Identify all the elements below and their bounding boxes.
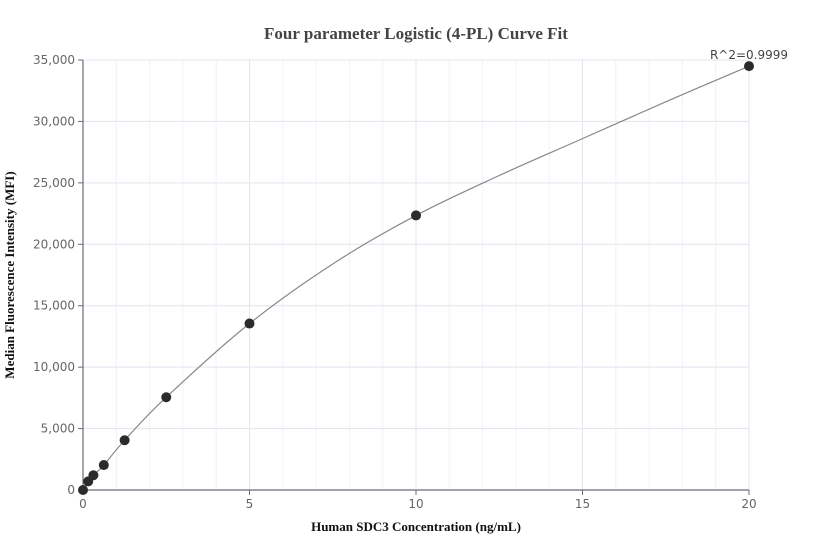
data-point [161, 392, 172, 403]
data-point [411, 210, 421, 221]
x-axis-title: Human SDC3 Concentration (ng/mL) [311, 519, 521, 534]
x-tick-label: 10 [408, 497, 423, 511]
major-gridlines [83, 59, 750, 490]
data-point [98, 460, 109, 471]
y-tick-label: 25,000 [33, 176, 75, 190]
y-tick-label: 0 [67, 483, 75, 497]
data-point [744, 61, 754, 72]
x-tick-label: 0 [79, 497, 87, 511]
y-tick-label: 30,000 [33, 114, 75, 128]
x-tick-label: 15 [575, 497, 590, 511]
data-point [119, 435, 130, 446]
r-squared-annotation: R^2=0.9999 [710, 48, 788, 62]
data-point [88, 470, 99, 481]
x-axis-ticks: 0 5 10 15 20 [79, 490, 757, 511]
y-tick-label: 5,000 [41, 422, 75, 436]
data-point [244, 318, 255, 329]
y-tick-label: 10,000 [33, 360, 75, 374]
y-axis-title: Median Fluorescence Intensity (MFI) [2, 171, 17, 378]
chart-title: Four parameter Logistic (4-PL) Curve Fit [264, 24, 568, 43]
data-points [78, 61, 754, 495]
y-tick-label: 35,000 [33, 53, 75, 67]
y-tick-label: 20,000 [33, 237, 75, 251]
x-tick-label: 20 [741, 497, 756, 511]
y-tick-label: 15,000 [33, 299, 75, 313]
x-tick-label: 5 [246, 497, 254, 511]
data-point [78, 485, 88, 495]
y-axis-ticks: 0 5,000 10,000 15,000 20,000 25,000 30,000 35,0… [33, 53, 83, 497]
